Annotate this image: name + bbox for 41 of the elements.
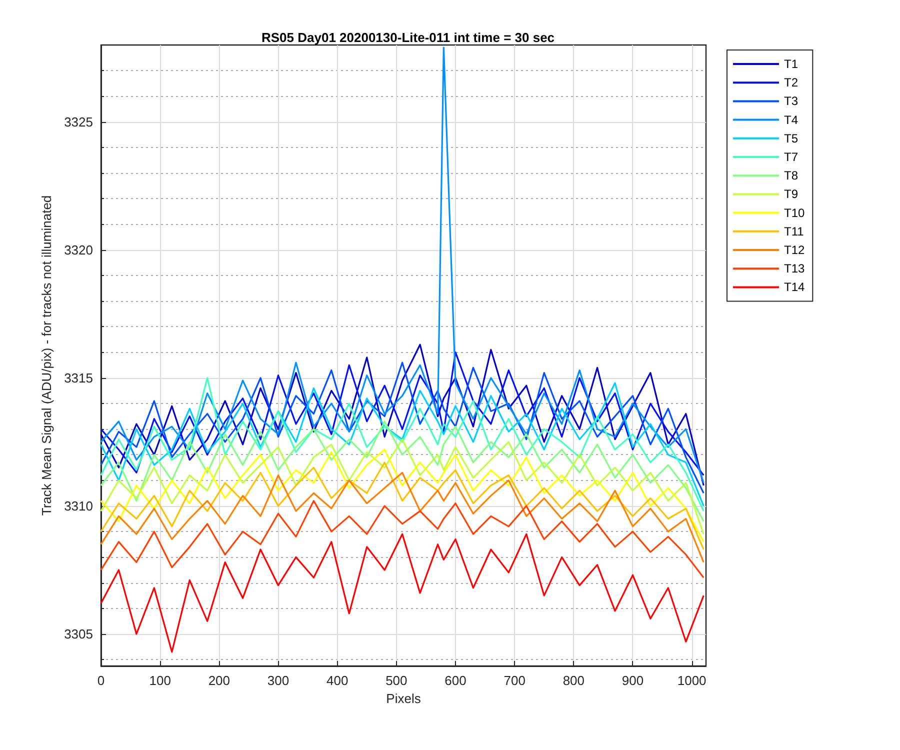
line-series	[100, 362, 704, 494]
line-series	[100, 500, 704, 578]
y-tick-label: 3325	[64, 114, 93, 130]
line-series	[100, 46, 704, 484]
y-tick-label: 3320	[64, 242, 93, 258]
x-tick-label: 0	[97, 673, 105, 688]
legend-label: T5	[784, 131, 798, 146]
y-tick-label: 3310	[64, 498, 93, 514]
y-tick-label: 3315	[64, 370, 93, 386]
y-axis-title: Track Mean Signal (ADU/pix) - for tracks not illuminated	[39, 195, 54, 516]
legend-label: T1	[784, 57, 798, 71]
x-tick-label: 1000	[677, 673, 706, 688]
x-tick-label: 700	[504, 673, 526, 688]
chart-title: RS05 Day01 20200130-Lite-011 int time = 30 sec	[261, 30, 555, 45]
x-tick-label: 600	[444, 673, 466, 688]
x-tick-label: 800	[562, 673, 585, 688]
x-tick-label: 200	[208, 673, 230, 688]
legend-label: T13	[784, 262, 806, 276]
line-series	[100, 533, 704, 653]
legend-label: T4	[784, 112, 798, 127]
x-axis-title: Pixels	[386, 691, 422, 706]
legend-label: T9	[784, 187, 798, 202]
x-tick-label: 500	[386, 673, 408, 688]
legend-label: T2	[784, 76, 798, 90]
legend-label: T7	[784, 150, 798, 164]
x-tick-label: 400	[326, 673, 348, 688]
legend-label: T12	[784, 243, 806, 257]
y-tick-label: 3305	[64, 626, 93, 642]
line-series	[100, 438, 704, 535]
line-series	[100, 462, 704, 550]
legend-label: T8	[784, 168, 798, 183]
legend-label: T11	[784, 224, 804, 238]
x-tick-label: 100	[149, 673, 171, 688]
legend-label: T10	[784, 206, 806, 220]
x-tick-label: 300	[267, 673, 290, 688]
line-series	[100, 420, 704, 522]
legend-label: T3	[784, 94, 798, 108]
legend-label: T14	[784, 280, 806, 294]
x-tick-label: 900	[622, 673, 644, 688]
line-series	[100, 448, 704, 543]
line-series	[100, 472, 704, 564]
